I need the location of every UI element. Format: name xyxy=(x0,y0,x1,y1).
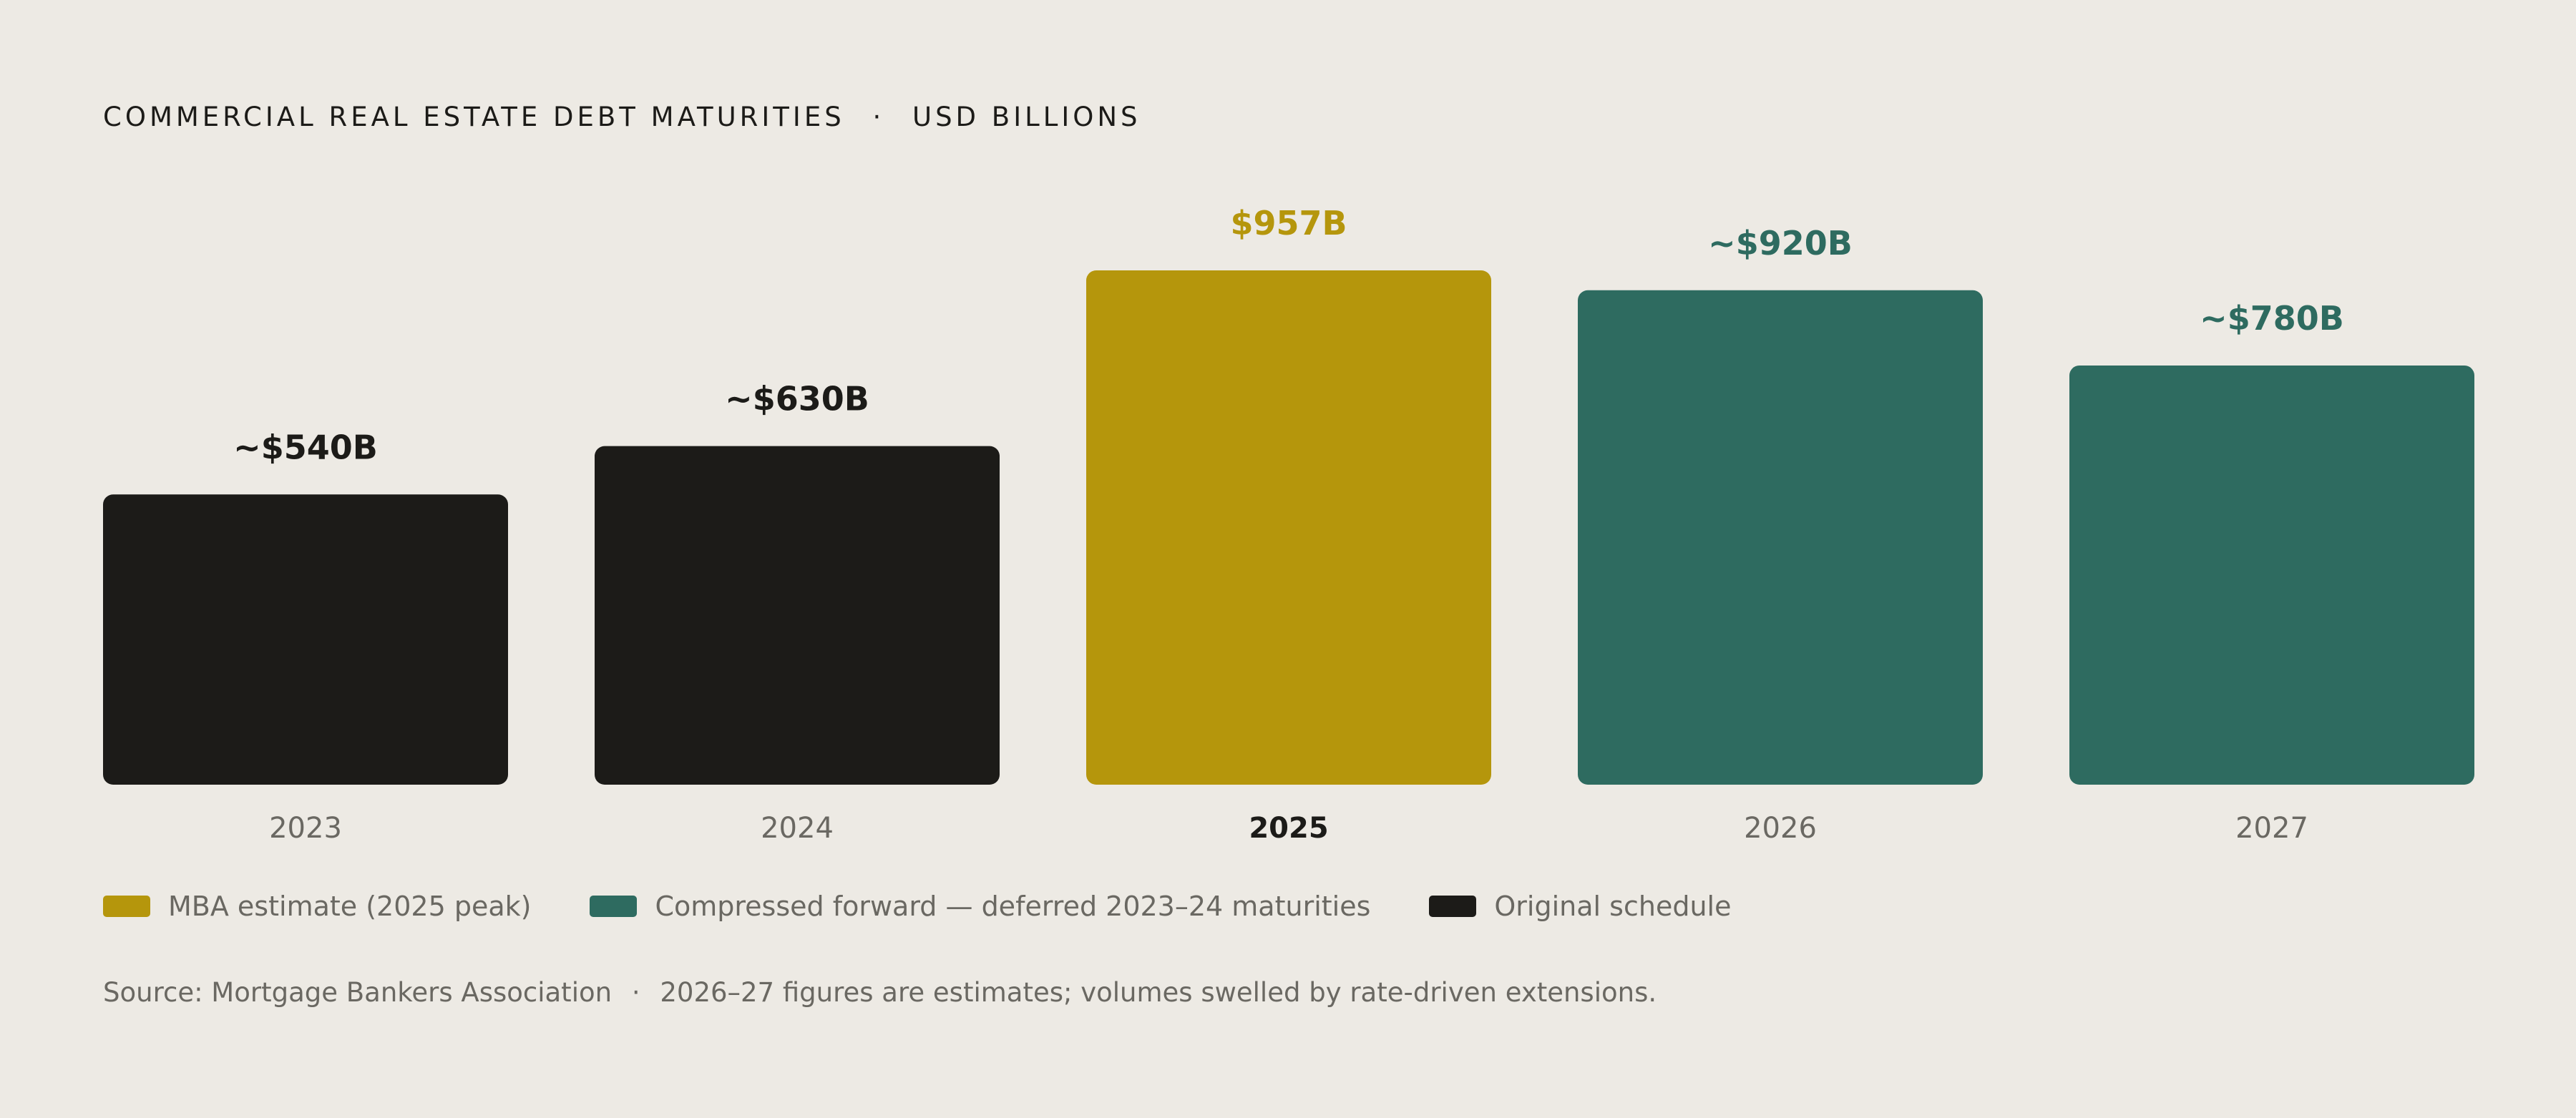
legend-label-forward: Compressed forward — deferred 2023–24 ma… xyxy=(655,891,1371,922)
bar-2025 xyxy=(1086,270,1491,785)
source-note: Source: Mortgage Bankers Association · 2… xyxy=(103,977,1657,1008)
legend-item-original: Original schedule xyxy=(1429,891,1731,922)
source-separator: · xyxy=(631,977,640,1008)
legend-label-original: Original schedule xyxy=(1494,891,1732,922)
x-tick-label-2026: 2026 xyxy=(1744,812,1817,845)
legend-item-forward: Compressed forward — deferred 2023–24 ma… xyxy=(590,891,1370,922)
source-label: Source: Mortgage Bankers Association xyxy=(103,977,613,1008)
legend-swatch-original xyxy=(1429,896,1477,917)
bar-2027 xyxy=(2069,365,2474,785)
x-tick-label-2023: 2023 xyxy=(269,812,342,845)
bar-2026 xyxy=(1578,290,1983,785)
bar-2023 xyxy=(103,494,508,785)
chart-legend: MBA estimate (2025 peak) Compressed forwa… xyxy=(103,891,1790,922)
bar-2024 xyxy=(595,446,1000,785)
x-tick-label-2027: 2027 xyxy=(2235,812,2308,845)
x-tick-label-2025: 2025 xyxy=(1249,812,1328,845)
value-label-2023: ~$540B xyxy=(233,428,378,466)
x-tick-label-2024: 2024 xyxy=(761,812,834,845)
legend-item-mba: MBA estimate (2025 peak) xyxy=(103,891,531,922)
source-detail: 2026–27 figures are estimates; volumes s… xyxy=(660,977,1657,1008)
title-separator: · xyxy=(872,102,885,132)
legend-swatch-mba xyxy=(103,896,150,917)
value-label-2026: ~$920B xyxy=(1708,224,1853,263)
value-label-2024: ~$630B xyxy=(725,380,869,418)
value-label-2027: ~$780B xyxy=(2200,299,2344,338)
value-label-2025: $957B xyxy=(1230,204,1347,242)
legend-swatch-forward xyxy=(590,896,638,917)
legend-label-mba: MBA estimate (2025 peak) xyxy=(168,891,532,922)
chart-unit: USD BILLIONS xyxy=(912,102,1141,132)
chart-title: COMMERCIAL REAL ESTATE DEBT MATURITIES ·… xyxy=(103,102,1141,132)
chart-title-text: COMMERCIAL REAL ESTATE DEBT MATURITIES xyxy=(103,102,845,132)
